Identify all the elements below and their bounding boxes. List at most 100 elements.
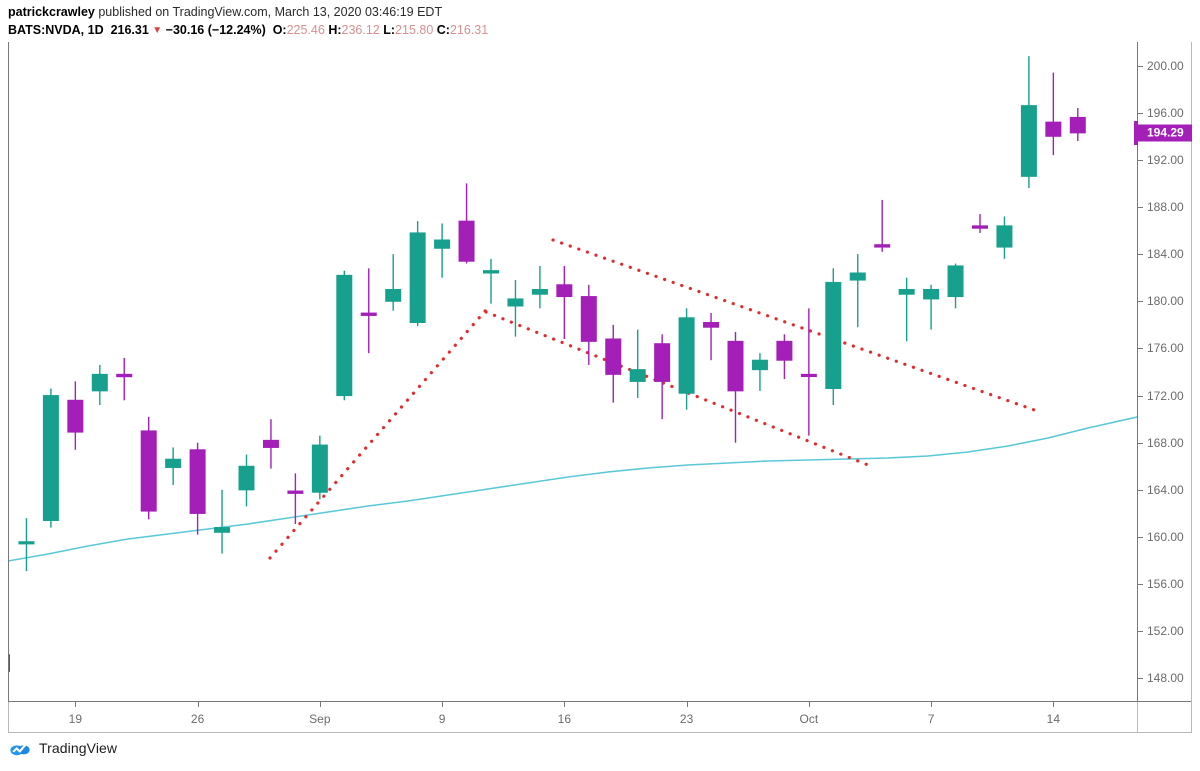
candle — [751, 353, 768, 391]
price-tick-label: 176.00 — [1147, 341, 1184, 356]
time-tick — [686, 702, 688, 707]
time-tick-label: 9 — [438, 712, 446, 726]
trendlines-group — [268, 238, 1042, 560]
time-tick — [1053, 702, 1055, 707]
candle — [507, 280, 524, 337]
candle — [1020, 56, 1037, 189]
price-tick — [1138, 112, 1143, 114]
quote-line: BATS:NVDA, 1D 216.31 ▼ −30.16 (−12.24%) … — [8, 22, 1188, 40]
candle — [898, 277, 915, 342]
price-tick-label: 172.00 — [1147, 388, 1184, 403]
time-tick-label: 14 — [1046, 712, 1061, 726]
left-axis-line — [8, 42, 9, 702]
time-tick — [197, 702, 199, 707]
candle — [385, 254, 402, 311]
price-tick — [1138, 65, 1143, 67]
price-change: −30.16 (−12.24%) — [165, 23, 266, 37]
high-key: H: — [328, 23, 342, 37]
price-tick-label: 192.00 — [1147, 152, 1184, 167]
low-value: 215.80 — [395, 23, 434, 37]
price-tick — [1138, 159, 1143, 161]
price-tick — [1138, 442, 1143, 444]
candle — [336, 270, 353, 401]
time-tick — [319, 702, 321, 707]
candle — [238, 454, 255, 507]
candle — [972, 214, 988, 233]
candle — [434, 223, 451, 278]
current-price-stub — [1134, 120, 1138, 145]
price-tick — [1138, 254, 1143, 256]
time-scale-right-edge — [1137, 702, 1138, 732]
price-tick — [1138, 395, 1143, 397]
candle — [1045, 72, 1062, 156]
publish-line: patrickcrawley published on TradingView.… — [8, 5, 1188, 20]
time-tick — [808, 702, 810, 707]
current-price-badge: 194.29 — [1138, 124, 1192, 142]
price-tick-label: 180.00 — [1147, 294, 1184, 309]
low-key: L: — [383, 23, 396, 37]
price-tick-label: 148.00 — [1147, 671, 1184, 686]
time-scale-left-edge — [8, 702, 9, 732]
chart-header: patrickcrawley published on TradingView.… — [8, 5, 1188, 40]
candle — [531, 265, 548, 309]
candle — [800, 308, 817, 436]
candlestick-plot-area[interactable] — [8, 42, 1137, 702]
price-tick — [1138, 678, 1143, 680]
time-tick-label: 7 — [927, 712, 935, 726]
close-key: C: — [436, 23, 450, 37]
price-tick-label: 196.00 — [1147, 105, 1184, 120]
candle — [678, 308, 695, 410]
tradingview-logo-icon — [10, 743, 30, 756]
time-scale[interactable]: 19 26 Sep 9 16 23 Oct 7 14 — [8, 702, 1192, 734]
candle — [654, 334, 671, 420]
price-tick — [1138, 537, 1143, 538]
trendline-descending-lower — [484, 310, 870, 467]
candle — [849, 254, 866, 328]
time-tick — [75, 702, 77, 707]
candle — [91, 364, 108, 405]
candle — [360, 268, 377, 354]
candle — [42, 388, 59, 528]
bottom-axis-line — [8, 701, 1192, 702]
price-tick — [1138, 348, 1143, 350]
time-tick — [931, 702, 933, 707]
trendline-ascending — [268, 308, 488, 560]
time-scale-baseline — [8, 732, 1192, 733]
price-scale[interactable]: 194.29 200.00 196.00 192.00 188.00 184.00 180… — [1134, 42, 1192, 702]
candle — [703, 313, 720, 361]
time-scale-far-edge — [1191, 702, 1192, 732]
time-tick-label: 23 — [679, 712, 694, 726]
price-tick — [1138, 631, 1143, 633]
candle — [458, 183, 475, 264]
price-tick — [1138, 207, 1143, 208]
price-tick-label: 152.00 — [1147, 624, 1184, 639]
plot-svg — [8, 56, 1137, 672]
candle — [287, 473, 304, 525]
price-chart[interactable]: 194.29 200.00 196.00 192.00 188.00 184.00 180… — [8, 42, 1192, 702]
price-tick-label: 200.00 — [1147, 58, 1184, 73]
open-key: O: — [272, 23, 287, 37]
candle — [67, 381, 84, 450]
time-tick-label: Sep — [309, 712, 331, 726]
last-price: 216.31 — [110, 23, 149, 37]
candle — [116, 357, 133, 401]
price-tick-label: 188.00 — [1147, 200, 1184, 214]
candle — [189, 442, 206, 535]
candle — [311, 435, 328, 500]
price-tick-label: 156.00 — [1147, 577, 1184, 592]
author-name: patrickcrawley — [8, 5, 95, 19]
candle — [556, 265, 573, 339]
triangle-down-icon: ▼ — [152, 25, 163, 36]
time-tick-label: 19 — [68, 712, 83, 726]
candle — [214, 489, 231, 554]
open-value: 225.46 — [286, 23, 325, 37]
candle — [580, 284, 597, 365]
candle — [727, 331, 744, 443]
candle — [776, 334, 793, 380]
candle — [262, 419, 279, 469]
moving-average-line — [8, 416, 1137, 562]
tradingview-branding[interactable]: TradingView — [10, 740, 117, 756]
candle — [1069, 108, 1086, 141]
symbol-label: BATS:NVDA, 1D — [8, 23, 104, 37]
candle — [825, 268, 842, 405]
